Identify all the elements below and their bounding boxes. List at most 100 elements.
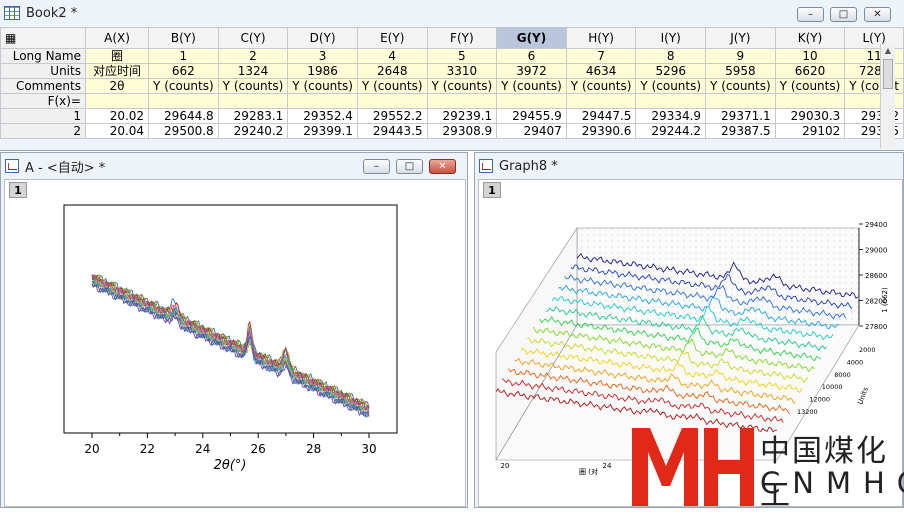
column-header[interactable]: C(Y) xyxy=(217,27,289,49)
table-cell[interactable]: Y (counts) xyxy=(426,78,498,94)
table-cell[interactable]: 8 xyxy=(635,48,707,64)
table-cell[interactable]: 29308.9 xyxy=(426,123,498,139)
table-cell[interactable]: 29283.1 xyxy=(217,108,289,124)
graph-a-close-button[interactable]: ✕ xyxy=(429,159,456,174)
table-cell[interactable]: 20.04 xyxy=(84,123,150,139)
column-header[interactable]: K(Y) xyxy=(774,27,846,49)
row-header[interactable]: Units xyxy=(0,63,86,79)
table-cell[interactable]: 2θ xyxy=(84,78,150,94)
table-cell[interactable]: 4 xyxy=(356,48,428,64)
table-cell[interactable]: 1324 xyxy=(217,63,289,79)
table-cell[interactable]: 29552.2 xyxy=(356,108,428,124)
table-cell[interactable] xyxy=(774,93,846,109)
table-cell[interactable]: Y (counts) xyxy=(356,78,428,94)
table-cell[interactable]: 662 xyxy=(148,63,219,79)
column-header[interactable]: J(Y) xyxy=(705,27,776,49)
table-cell[interactable]: 29644.8 xyxy=(148,108,219,124)
table-cell[interactable]: Y (counts) xyxy=(287,78,358,94)
table-cell[interactable]: 29371.1 xyxy=(705,108,776,124)
table-cell[interactable]: 1986 xyxy=(287,63,358,79)
table-cell[interactable] xyxy=(426,93,498,109)
book2-close-button[interactable]: ✕ xyxy=(864,7,891,22)
table-cell[interactable]: 5296 xyxy=(635,63,707,79)
table-cell[interactable]: 20.02 xyxy=(84,108,150,124)
table-cell[interactable]: 对应时间 xyxy=(84,63,150,79)
table-cell[interactable]: 29390.6 xyxy=(565,123,637,139)
table-cell[interactable]: 1 xyxy=(148,48,219,64)
table-cell[interactable]: 圈 xyxy=(84,48,150,64)
table-cell[interactable] xyxy=(84,93,150,109)
grid-corner-cell[interactable]: ▦ xyxy=(0,27,86,49)
table-cell[interactable]: 29244.2 xyxy=(635,123,707,139)
table-cell[interactable]: Y (counts) xyxy=(148,78,219,94)
table-cell[interactable]: 29500.8 xyxy=(148,123,219,139)
table-cell[interactable]: Y (counts) xyxy=(217,78,289,94)
table-cell[interactable]: 29399.1 xyxy=(287,123,358,139)
table-cell[interactable] xyxy=(356,93,428,109)
column-header[interactable]: F(Y) xyxy=(426,27,498,49)
graph-a-maximize-button[interactable]: □ xyxy=(396,159,423,174)
graph8-page[interactable]: 1 29400 29000 28600 28200 27800 2000 4000 8000… xyxy=(478,179,903,507)
table-cell[interactable]: 29334.9 xyxy=(635,108,707,124)
row-header[interactable]: Long Name xyxy=(0,48,86,64)
graph-a-titlebar[interactable]: A - <自动> * xyxy=(5,157,105,176)
table-cell[interactable]: 7 xyxy=(565,48,637,64)
table-cell[interactable] xyxy=(148,93,219,109)
table-cell[interactable]: 5 xyxy=(426,48,498,64)
table-cell[interactable]: 29240.2 xyxy=(217,123,289,139)
table-cell[interactable]: Y (counts) xyxy=(774,78,846,94)
table-cell[interactable]: 4634 xyxy=(565,63,637,79)
layer-1-badge[interactable]: 1 xyxy=(9,182,27,198)
column-header[interactable]: B(Y) xyxy=(148,27,219,49)
table-cell[interactable] xyxy=(635,93,707,109)
graph-a-page[interactable]: 1 20 22 24 26 28 30 2θ(°) xyxy=(4,179,466,507)
column-header[interactable]: L(Y) xyxy=(844,27,904,49)
worksheet-vertical-scrollbar[interactable]: ▲ xyxy=(880,44,895,148)
table-cell[interactable]: 2648 xyxy=(356,63,428,79)
column-header[interactable]: A(X) xyxy=(84,27,150,49)
table-cell[interactable]: 29387.5 xyxy=(705,123,776,139)
row-header[interactable]: F(x)= xyxy=(0,93,86,109)
table-cell[interactable]: 29443.5 xyxy=(356,123,428,139)
table-cell[interactable] xyxy=(287,93,358,109)
table-cell[interactable]: 29239.1 xyxy=(426,108,498,124)
table-cell[interactable]: Y (counts) xyxy=(496,78,567,94)
worksheet-grid[interactable]: ▦ A(X) B(Y) C(Y) D(Y) E(Y) F(Y) G(Y) H(Y) I(Y) J(Y… xyxy=(0,27,904,139)
row-header[interactable]: 2 xyxy=(0,123,86,139)
graph8-titlebar[interactable]: Graph8 * xyxy=(479,157,558,175)
row-header[interactable]: 1 xyxy=(0,108,86,124)
book2-minimize-button[interactable]: – xyxy=(797,7,824,22)
table-cell[interactable] xyxy=(565,93,637,109)
table-cell[interactable]: 5958 xyxy=(705,63,776,79)
column-header[interactable]: I(Y) xyxy=(635,27,707,49)
table-cell[interactable]: 9 xyxy=(705,48,776,64)
column-header[interactable]: H(Y) xyxy=(565,27,637,49)
table-cell[interactable]: 10 xyxy=(774,48,846,64)
table-cell[interactable]: 3310 xyxy=(426,63,498,79)
table-cell[interactable]: 2 xyxy=(217,48,289,64)
column-header[interactable]: D(Y) xyxy=(287,27,358,49)
table-cell[interactable]: 6 xyxy=(496,48,567,64)
column-header[interactable]: G(Y) xyxy=(496,27,567,49)
table-cell[interactable] xyxy=(496,93,567,109)
column-header[interactable]: E(Y) xyxy=(356,27,428,49)
table-cell[interactable]: 29447.5 xyxy=(565,108,637,124)
scroll-thumb[interactable] xyxy=(883,59,893,89)
table-cell[interactable]: 29455.9 xyxy=(496,108,567,124)
table-cell[interactable] xyxy=(705,93,776,109)
table-cell[interactable]: 29407 xyxy=(496,123,567,139)
table-cell[interactable]: Y (counts) xyxy=(565,78,637,94)
table-cell[interactable]: 3972 xyxy=(496,63,567,79)
table-cell[interactable]: 29102 xyxy=(774,123,846,139)
table-cell[interactable]: 29030.3 xyxy=(774,108,846,124)
table-cell[interactable]: 6620 xyxy=(774,63,846,79)
table-cell[interactable]: 29352.4 xyxy=(287,108,358,124)
table-cell[interactable]: Y (counts) xyxy=(705,78,776,94)
book2-titlebar[interactable]: Book2 * xyxy=(4,3,77,23)
graph-a-minimize-button[interactable]: – xyxy=(363,159,390,174)
row-header[interactable]: Comments xyxy=(0,78,86,94)
layer-1-badge[interactable]: 1 xyxy=(483,182,501,198)
table-cell[interactable]: Y (counts) xyxy=(635,78,707,94)
table-cell[interactable] xyxy=(217,93,289,109)
scroll-up-arrow-icon[interactable]: ▲ xyxy=(884,46,892,55)
